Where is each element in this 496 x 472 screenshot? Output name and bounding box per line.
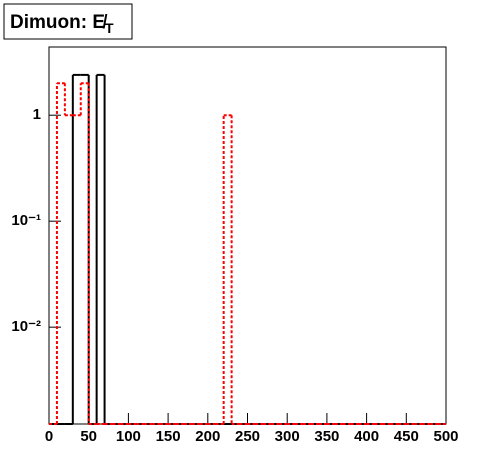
title-box [3,3,133,40]
x-tick-label: 500 [433,428,458,445]
x-tick-label: 50 [80,428,97,445]
chart-title: Dimuon: E̸T [10,12,114,36]
y-tick-label: 10⁻² [11,318,41,335]
x-tick-label: 250 [235,428,260,445]
x-tick-label: 100 [116,428,141,445]
x-tick-label: 150 [156,428,181,445]
x-tick-label: 0 [45,428,53,445]
x-tick-label: 350 [314,428,339,445]
y-tick-label: 1 [33,106,41,123]
title-subscript: T [105,20,114,36]
x-tick-label: 400 [354,428,379,445]
title-main: Dimuon: E̸ [10,12,108,33]
x-tick-label: 450 [394,428,419,445]
x-tick-label: 300 [275,428,300,445]
y-tick-label: 10⁻¹ [11,212,41,229]
x-tick-label: 200 [195,428,220,445]
